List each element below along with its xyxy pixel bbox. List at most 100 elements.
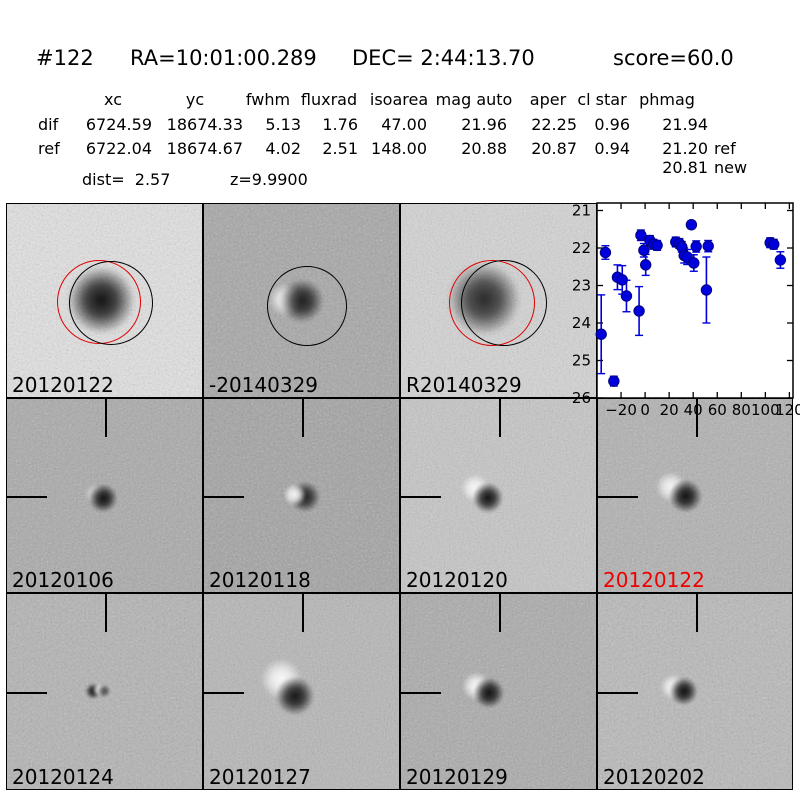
cutout-image bbox=[598, 399, 792, 592]
x-tick-label: 60 bbox=[708, 401, 727, 419]
data-point bbox=[768, 238, 780, 250]
data-point bbox=[774, 254, 787, 266]
x-tick-label: −20 bbox=[605, 401, 637, 419]
cutout-panel-20120118: 20120118 bbox=[203, 398, 400, 593]
cell-xc: 6724.59 bbox=[85, 115, 152, 134]
data-point bbox=[690, 240, 702, 253]
cell-aper: 22.25 bbox=[531, 115, 577, 134]
position-marker-left bbox=[401, 496, 441, 499]
position-marker-left bbox=[598, 692, 638, 695]
cutout-panel-20120122: 20120122 bbox=[597, 398, 793, 593]
col-header-fwhm: fwhm bbox=[245, 90, 291, 109]
position-marker-left bbox=[204, 496, 244, 499]
position-marker-left bbox=[204, 692, 244, 695]
data-point bbox=[620, 290, 633, 302]
data-point bbox=[685, 219, 698, 231]
candidate-ra: RA=10:01:00.289 bbox=[130, 46, 317, 70]
table-row-dif: dif 6724.59 18674.33 5.13 1.76 47.00 21.… bbox=[0, 115, 800, 135]
black-aperture-circle bbox=[68, 261, 153, 345]
position-marker-top bbox=[302, 399, 305, 437]
cutout-date-label: 20120122 bbox=[603, 568, 705, 592]
cutout-panel-20120120: 20120120 bbox=[400, 398, 597, 593]
data-point bbox=[702, 240, 714, 252]
cutout-panel-20120122: 20120122 bbox=[6, 203, 203, 398]
data-point bbox=[599, 246, 612, 259]
data-point bbox=[651, 239, 663, 252]
cell-yc: 18674.33 bbox=[166, 115, 243, 134]
cell-isoarea: 148.00 bbox=[371, 139, 427, 158]
phmag-ref-tag: ref bbox=[714, 139, 736, 158]
data-point bbox=[633, 305, 645, 317]
cutout-panel-20120106: 20120106 bbox=[6, 398, 203, 593]
cell-fwhm: 4.02 bbox=[265, 139, 301, 158]
cell-phmag: 21.20 bbox=[662, 139, 708, 158]
cutout-image bbox=[204, 204, 399, 397]
phmag-new-value: 20.81 bbox=[662, 158, 708, 177]
y-tick-label: 21 bbox=[572, 202, 591, 220]
row-label: ref bbox=[38, 139, 60, 158]
cutout-date-label: 20120124 bbox=[12, 765, 114, 789]
y-tick-label: 26 bbox=[572, 389, 591, 407]
cutout-panel-20120127: 20120127 bbox=[203, 593, 400, 790]
cutout-date-label: 20120106 bbox=[12, 568, 114, 592]
y-tick-label: 24 bbox=[572, 314, 591, 332]
table-row-phmag-new: 20.81 new bbox=[0, 158, 800, 178]
redshift-value: z=9.9900 bbox=[230, 170, 308, 189]
x-tick-label: 120 bbox=[775, 401, 800, 419]
cutout-panel--20140329: -20140329 bbox=[203, 203, 400, 398]
cell-phmag: 21.94 bbox=[662, 115, 708, 134]
residual-light-blob bbox=[283, 483, 307, 507]
data-point bbox=[608, 375, 620, 387]
col-header-yc: yc bbox=[185, 90, 205, 109]
data-point bbox=[688, 257, 700, 269]
position-marker-top bbox=[499, 594, 502, 632]
cutout-date-label: 20120122 bbox=[12, 373, 114, 397]
x-tick-label: 0 bbox=[640, 401, 650, 419]
position-marker-top bbox=[695, 399, 698, 437]
cutout-panel-R20140329: R20140329 bbox=[400, 203, 597, 398]
cell-cl-star: 0.96 bbox=[594, 115, 630, 134]
position-marker-left bbox=[401, 692, 441, 695]
data-point bbox=[616, 274, 628, 286]
cell-fluxrad: 1.76 bbox=[322, 115, 358, 134]
cutout-date-label: 20120127 bbox=[209, 765, 311, 789]
x-tick-label: 80 bbox=[732, 401, 751, 419]
candidate-score: score=60.0 bbox=[613, 46, 734, 70]
dist-value: dist= 2.57 bbox=[82, 170, 171, 189]
col-header-fluxrad: fluxrad bbox=[300, 90, 358, 109]
cutout-image bbox=[7, 594, 202, 789]
table-row-dist: dist= 2.57 z=9.9900 bbox=[0, 170, 800, 190]
x-tick-label: 100 bbox=[751, 401, 780, 419]
col-header-xc: xc bbox=[104, 90, 122, 109]
transient-dark-blob bbox=[668, 479, 703, 513]
cell-aper: 20.87 bbox=[531, 139, 577, 158]
phmag-new-tag: new bbox=[714, 158, 748, 177]
transient-dark-blob bbox=[88, 483, 118, 513]
cell-mag-auto: 20.88 bbox=[461, 139, 507, 158]
table-row-ref: ref 6722.04 18674.67 4.02 2.51 148.00 20… bbox=[0, 139, 800, 159]
candidate-id: #122 bbox=[36, 46, 94, 70]
transient-dark-blob bbox=[472, 482, 504, 514]
cutout-panel-20120124: 20120124 bbox=[6, 593, 203, 790]
candidate-dec: DEC= 2:44:13.70 bbox=[352, 46, 535, 70]
col-header-aper: aper bbox=[529, 90, 567, 109]
cutout-date-label: 20120118 bbox=[209, 568, 311, 592]
col-header-phmag: phmag bbox=[639, 90, 695, 109]
data-point bbox=[635, 229, 647, 241]
cell-isoarea: 47.00 bbox=[381, 115, 427, 134]
position-marker-top bbox=[302, 594, 305, 632]
cutout-panel-20120129: 20120129 bbox=[400, 593, 597, 790]
cutout-date-label: R20140329 bbox=[406, 373, 522, 397]
cell-yc: 18674.67 bbox=[166, 139, 243, 158]
black-aperture-circle bbox=[460, 260, 547, 346]
table-header-row: xc yc fwhm fluxrad isoarea mag auto aper… bbox=[0, 90, 800, 110]
data-point bbox=[639, 259, 652, 271]
cutout-date-label: 20120129 bbox=[406, 765, 508, 789]
data-point bbox=[595, 328, 607, 340]
position-marker-left bbox=[7, 496, 47, 499]
cell-mag-auto: 21.96 bbox=[461, 115, 507, 134]
transient-dark-blob bbox=[669, 676, 699, 706]
cutout-image bbox=[7, 204, 202, 397]
y-tick-label: 22 bbox=[572, 239, 591, 257]
cell-xc: 6722.04 bbox=[85, 139, 152, 158]
